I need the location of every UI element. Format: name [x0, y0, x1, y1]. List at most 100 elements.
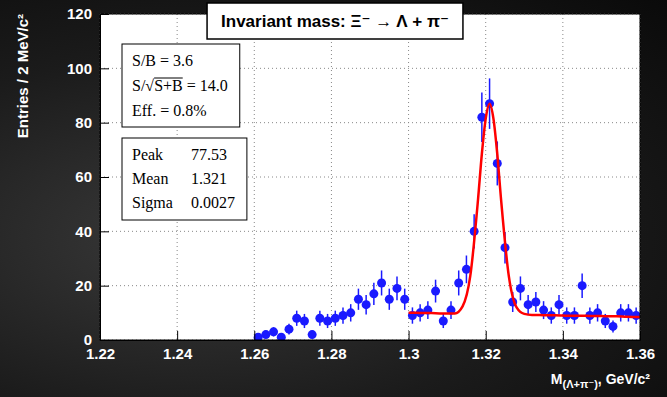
- x-axis-tick-label: 1.28: [317, 345, 346, 362]
- data-point: [385, 295, 394, 304]
- x-axis-tick: 1.24: [163, 331, 193, 362]
- x-axis-tick-mark: [331, 331, 332, 340]
- x-axis-tick: 1.36: [626, 331, 655, 362]
- data-point: [339, 311, 348, 320]
- fit-label: Sigma: [132, 194, 173, 212]
- x-axis: 1.221.241.261.281.31.321.341.36: [86, 331, 655, 362]
- plot-frame: [100, 14, 640, 340]
- grid-line-x: [485, 14, 486, 340]
- y-axis-tick-mark: [100, 340, 109, 341]
- data-point: [261, 330, 270, 339]
- x-axis-tick-mark: [640, 331, 641, 340]
- data-point: [524, 300, 533, 309]
- x-axis-tick-mark: [254, 331, 255, 340]
- data-point: [369, 289, 378, 298]
- x-axis-tick-label: 1.34: [549, 345, 579, 362]
- y-axis-tick-mark: [100, 286, 109, 287]
- data-point: [362, 300, 371, 309]
- y-axis-tick: 120: [67, 5, 109, 22]
- fit-curve: [409, 104, 640, 317]
- x-axis-tick-mark: [177, 331, 178, 340]
- x-axis-line: [101, 340, 641, 341]
- cuts-box: S/B = 3.6 S/√S+B = 14.0 Eff. = 0.8%: [122, 44, 240, 127]
- data-point: [393, 284, 402, 293]
- grid-line-x: [562, 14, 563, 340]
- y-axis-tick-label: 120: [67, 5, 92, 22]
- fit-value: 0.0027: [191, 194, 235, 211]
- data-point: [555, 300, 564, 309]
- cuts-frame: [122, 44, 240, 127]
- x-axis-tick-label: 1.32: [472, 345, 501, 362]
- y-axis-tick: 80: [75, 114, 109, 131]
- y-axis-tick: 0: [84, 331, 109, 348]
- data-point: [277, 333, 286, 340]
- data-point: [323, 316, 332, 325]
- grid: [100, 14, 640, 340]
- y-axis-tick-mark: [100, 123, 109, 124]
- data-point: [632, 311, 640, 320]
- data-point: [400, 295, 409, 304]
- data-point: [269, 327, 278, 336]
- data-point: [285, 325, 294, 334]
- data-point: [377, 278, 386, 287]
- data-point: [331, 314, 340, 323]
- data-point: [354, 295, 363, 304]
- data-point: [346, 308, 355, 317]
- y-axis-tick-label: 100: [67, 60, 92, 77]
- x-axis-tick-label: 1.3: [399, 345, 420, 362]
- y-axis-tick-label: 80: [75, 114, 92, 131]
- y-axis-tick-mark: [100, 14, 109, 15]
- y-axis-tick-label: 60: [75, 168, 92, 185]
- x-axis-tick: 1.26: [240, 331, 269, 362]
- plot-area: [100, 14, 640, 340]
- data-point: [601, 316, 610, 325]
- cuts-text: S/B = 3.6: [132, 52, 193, 69]
- y-axis-tick-label: 20: [75, 277, 92, 294]
- grid-line-x: [254, 14, 255, 340]
- fit-label: Peak: [132, 146, 163, 163]
- fit-value: 1.321: [191, 170, 227, 187]
- x-axis-tick-mark: [409, 331, 410, 340]
- cuts-text: Eff. = 0.8%: [132, 102, 207, 119]
- grid-line-y: [100, 285, 640, 286]
- overline: [154, 78, 183, 79]
- x-axis-title: M(Λ+π⁻), GeV/c²: [551, 371, 650, 390]
- cuts-text: S/√S+B = 14.0: [132, 77, 228, 94]
- title-frame: [207, 3, 463, 39]
- x-axis-tick-label: 1.24: [163, 345, 193, 362]
- fit-label: Mean: [132, 170, 168, 187]
- y-axis-tick-mark: [100, 231, 109, 232]
- y-axis-tick: 60: [75, 168, 109, 185]
- marks: [254, 78, 640, 340]
- data-point: [300, 316, 309, 325]
- data-point: [578, 281, 587, 290]
- title: Invariant mass: Ξ⁻ → Λ + π⁻: [221, 12, 449, 31]
- data-point: [454, 278, 463, 287]
- y-axis-tick-label: 0: [84, 331, 92, 348]
- chart: 1.221.241.261.281.31.321.341.36020406080…: [0, 0, 667, 397]
- data-point: [439, 316, 448, 325]
- y-axis: 0 20 40 60 80 100 120: [67, 5, 109, 348]
- data-point: [431, 287, 440, 296]
- data-point: [292, 314, 301, 323]
- y-axis-title: Entries / 2 MeV/c²: [14, 14, 31, 138]
- fit-value: 77.53: [191, 146, 227, 163]
- grid-line-x: [331, 14, 332, 340]
- data-point: [308, 330, 317, 339]
- x-axis-tick: 1.3: [399, 331, 420, 362]
- x-axis-tick-label: 1.36: [626, 345, 655, 362]
- y-axis-tick-mark: [100, 68, 109, 69]
- data-point: [531, 297, 540, 306]
- y-axis-tick: 40: [75, 223, 109, 240]
- data-point: [315, 314, 324, 323]
- y-axis-tick-label: 40: [75, 223, 92, 240]
- x-axis-tick: 1.34: [549, 331, 579, 362]
- data-point: [609, 322, 618, 331]
- fit-frame: [122, 138, 247, 220]
- fit-box: Peak Mean Sigma 77.53 1.321 0.0027: [122, 138, 247, 220]
- x-axis-tick: 1.32: [472, 331, 501, 362]
- data-point: [516, 284, 525, 293]
- y-axis-tick: 20: [75, 277, 109, 294]
- x-axis-tick-mark: [563, 331, 564, 340]
- title-box: Invariant mass: Ξ⁻ → Λ + π⁻: [207, 3, 463, 39]
